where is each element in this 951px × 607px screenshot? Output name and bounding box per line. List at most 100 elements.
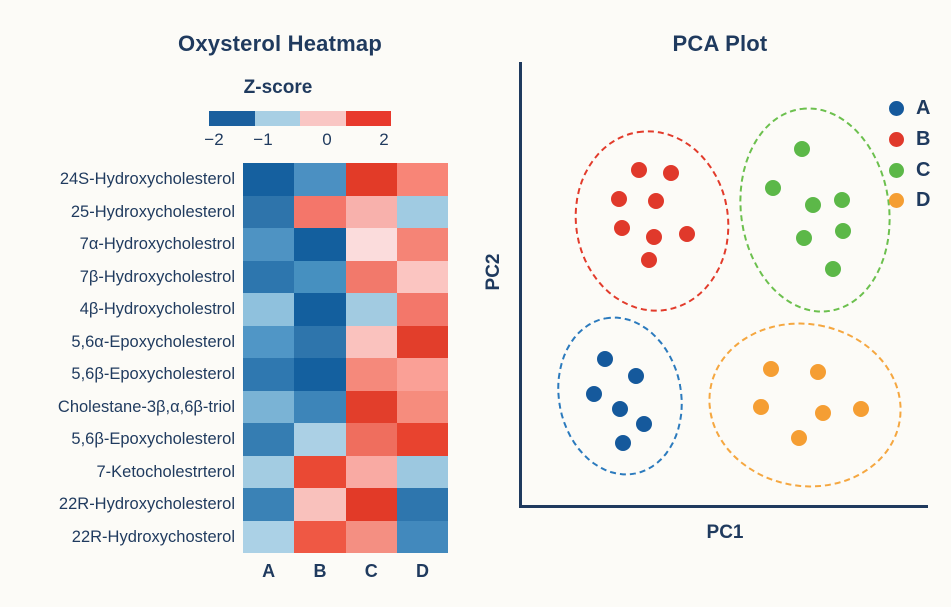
pca-point-B-3 — [611, 191, 627, 207]
heatmap-cell-r3-A — [243, 228, 295, 261]
heatmap-cell-r8-C — [345, 390, 397, 423]
colorbar-tick-2: 0 — [322, 130, 332, 149]
heatmap-cell-r1-B — [294, 163, 346, 196]
pca-point-C-7 — [825, 261, 841, 277]
colorbar-tick-0: −2 — [204, 130, 224, 149]
pca-point-C-1 — [794, 141, 810, 157]
pca-legend-label-A: A — [916, 97, 931, 119]
colorbar — [209, 111, 391, 126]
pca-x-axis — [519, 505, 928, 508]
heatmap-cell-r9-D — [396, 423, 449, 456]
heatmap-cell-r12-D — [396, 520, 449, 553]
heatmap-row-label-9: 7-Ketocholestrterol — [96, 462, 236, 481]
pca-point-D-1 — [763, 361, 779, 377]
pca-point-B-1 — [631, 162, 647, 178]
heatmap-row-label-6: 5,6β-Epoxycholesterol — [71, 365, 235, 383]
heatmap-cell-r10-B — [294, 455, 346, 488]
heatmap-cell-r6-C — [345, 325, 397, 358]
heatmap-row-label-5: 5,6α-Epoxycholesterol — [71, 332, 235, 351]
heatmap-cell-r4-B — [294, 260, 346, 293]
pca-point-C-6 — [835, 223, 851, 239]
heatmap-cell-r10-D — [396, 455, 449, 488]
heatmap-cell-r3-B — [294, 228, 346, 261]
pca-point-A-4 — [612, 401, 628, 417]
pca-point-C-4 — [834, 192, 850, 208]
heatmap-cell-r5-A — [243, 293, 295, 326]
pca-point-B-2 — [663, 165, 679, 181]
pca-point-A-3 — [586, 386, 602, 402]
pca-point-D-5 — [853, 401, 869, 417]
pca-legend-dot-B — [889, 131, 904, 147]
heatmap-cell-r1-C — [345, 163, 397, 196]
colorbar-title: Z-score — [243, 77, 313, 98]
heatmap-cell-r5-C — [345, 293, 397, 326]
heatmap-cell-r7-D — [396, 358, 449, 391]
heatmap-cell-r10-C — [345, 455, 397, 488]
pca-point-B-4 — [648, 193, 664, 209]
heatmap-cell-r6-B — [294, 325, 346, 358]
pca-point-D-3 — [753, 399, 769, 415]
pca-legend-label-B: B — [916, 128, 931, 150]
heatmap-column-label-A: A — [262, 561, 276, 581]
heatmap-row-label-10: 22R-Hydroxycholesterol — [58, 495, 235, 513]
heatmap-row-labels: 24S-Hydroxycholesterol 25-Hydroxycholeste… — [0, 163, 235, 553]
heatmap-cell-r11-D — [396, 488, 449, 521]
heatmap-column-label-C: C — [364, 561, 378, 581]
colorbar-segment-1 — [254, 111, 300, 126]
colorbar-segment-0 — [209, 111, 255, 126]
pca-x-axis-label: PC1 — [706, 522, 744, 543]
heatmap-cell-r4-C — [345, 260, 397, 293]
pca-point-C-2 — [765, 180, 781, 196]
colorbar-tick-3: 2 — [379, 130, 389, 149]
heatmap-cell-r12-B — [294, 520, 346, 553]
heatmap-cell-r1-D — [396, 163, 449, 196]
heatmap-cell-r4-A — [243, 260, 295, 293]
heatmap-cell-r2-B — [294, 195, 346, 228]
heatmap-cell-r11-B — [294, 488, 346, 521]
heatmap-cell-r8-B — [294, 390, 346, 423]
heatmap-cell-r10-A — [243, 455, 295, 488]
heatmap-cell-r7-A — [243, 358, 295, 391]
heatmap-cell-r8-D — [396, 390, 449, 423]
pca-legend-label-D: D — [916, 189, 931, 211]
pca-legend-dot-A — [889, 100, 904, 116]
pca-cluster-ellipse-A — [543, 305, 697, 487]
pca-point-B-7 — [679, 226, 695, 242]
heatmap-column-label-D: D — [416, 561, 429, 581]
heatmap-row-label-11: 22R-Hydroxychosterol — [71, 527, 235, 546]
pca-legend-label-C: C — [916, 159, 931, 181]
heatmap-cell-r5-D — [396, 293, 449, 326]
heatmap-title: Oxysterol Heatmap — [178, 30, 382, 56]
pca-point-A-2 — [628, 368, 644, 384]
pca-point-D-6 — [791, 430, 807, 446]
pca-y-axis — [519, 62, 522, 508]
heatmap-cell-r1-A — [243, 163, 295, 196]
heatmap-cell-r9-B — [294, 423, 346, 456]
heatmap-cell-r3-D — [396, 228, 449, 261]
colorbar-tick-1: −1 — [253, 130, 273, 149]
heatmap-cell-r2-D — [396, 195, 449, 228]
heatmap-cell-r11-C — [345, 488, 397, 521]
heatmap-cell-r9-C — [345, 423, 397, 456]
pca-point-B-5 — [614, 220, 630, 236]
colorbar-segment-3 — [345, 111, 391, 126]
heatmap-row-label-8: 5,6β-Epoxycholesterol — [71, 430, 235, 448]
heatmap-cell-r2-A — [243, 195, 295, 228]
heatmap-cell-r3-C — [345, 228, 397, 261]
heatmap-row-label-1: 25-Hydroxycholesterol — [70, 202, 235, 221]
heatmap-cell-r5-B — [294, 293, 346, 326]
pca-legend-item-A: A — [889, 97, 930, 119]
heatmap-row-label-3: 7β-Hydroxycholestrol — [79, 267, 235, 286]
pca-point-A-1 — [597, 351, 613, 367]
heatmap-cell-r8-A — [243, 390, 295, 423]
pca-cluster-ellipse-B — [561, 119, 743, 323]
heatmap-grid — [243, 163, 449, 553]
pca-point-C-3 — [805, 197, 821, 213]
pca-point-B-6 — [646, 229, 662, 245]
heatmap-cell-r12-A — [243, 520, 295, 553]
heatmap-cell-r7-B — [294, 358, 346, 391]
heatmap-cell-r7-C — [345, 358, 397, 391]
heatmap-row-label-7: Cholestane-3β,α,6β-triol — [57, 397, 235, 416]
heatmap-cell-r6-D — [396, 325, 449, 358]
